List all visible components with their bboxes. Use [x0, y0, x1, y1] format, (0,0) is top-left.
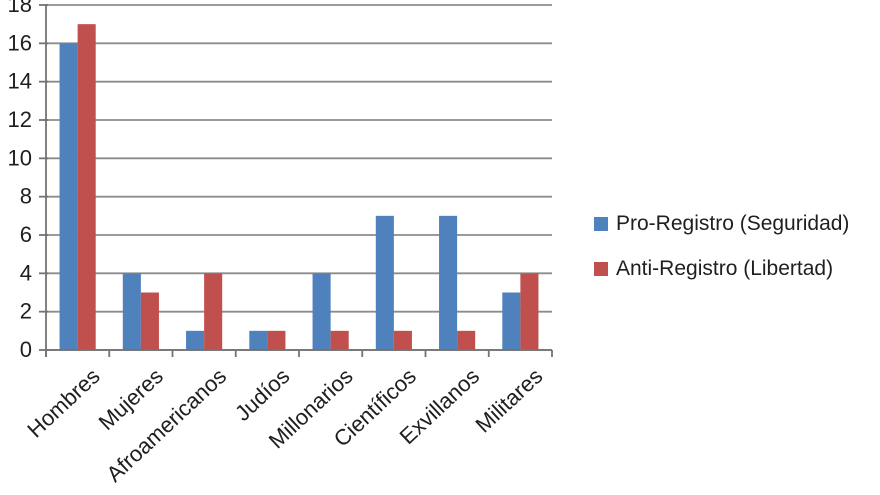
bar	[312, 273, 331, 350]
legend-label-pro-registro: Pro-Registro (Seguridad)	[616, 212, 850, 235]
y-axis-tick-label: 6	[20, 222, 32, 247]
bar	[520, 273, 539, 350]
legend-item-anti-registro: Anti-Registro (Libertad)	[594, 256, 849, 282]
y-axis-tick-label: 0	[20, 337, 32, 362]
y-axis-tick-label: 14	[8, 69, 32, 94]
bar	[439, 215, 458, 350]
bar	[375, 215, 394, 350]
legend-label-anti-registro: Anti-Registro (Libertad)	[616, 257, 834, 280]
legend: Pro-Registro (Seguridad) Anti-Registro (…	[594, 211, 849, 282]
bar	[122, 273, 141, 350]
bar	[186, 330, 205, 350]
legend-swatch-red-icon	[594, 262, 608, 276]
legend-item-pro-registro: Pro-Registro (Seguridad)	[594, 211, 849, 237]
y-axis-tick-label: 16	[8, 30, 32, 55]
y-axis-tick-label: 8	[20, 184, 32, 209]
bar	[330, 330, 349, 350]
bar	[502, 292, 521, 350]
bar	[267, 330, 286, 350]
bar	[249, 330, 268, 350]
y-axis-tick-label: 4	[20, 260, 32, 285]
legend-swatch-blue-icon	[594, 217, 608, 231]
y-axis-tick-label: 2	[20, 299, 32, 324]
x-axis-category-label: Hombres	[22, 363, 104, 442]
bar	[393, 330, 412, 350]
y-axis-tick-label: 18	[8, 0, 32, 17]
bar	[77, 24, 96, 351]
bar	[457, 330, 476, 350]
y-axis-tick-label: 10	[8, 145, 32, 170]
y-axis-tick-label: 12	[8, 107, 32, 132]
bar	[140, 292, 159, 350]
bar	[204, 273, 223, 350]
x-axis-category-label: Militares	[470, 363, 547, 437]
bar	[59, 43, 78, 350]
